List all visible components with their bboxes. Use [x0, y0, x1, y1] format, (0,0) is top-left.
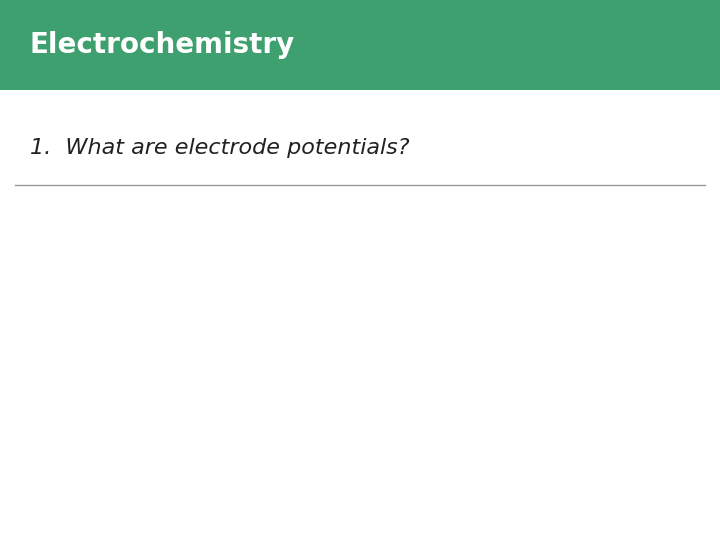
Bar	[0, 0, 720, 90]
Text: 1.  What are electrode potentials?: 1. What are electrode potentials?	[30, 138, 410, 158]
Text: Electrochemistry: Electrochemistry	[30, 31, 295, 59]
